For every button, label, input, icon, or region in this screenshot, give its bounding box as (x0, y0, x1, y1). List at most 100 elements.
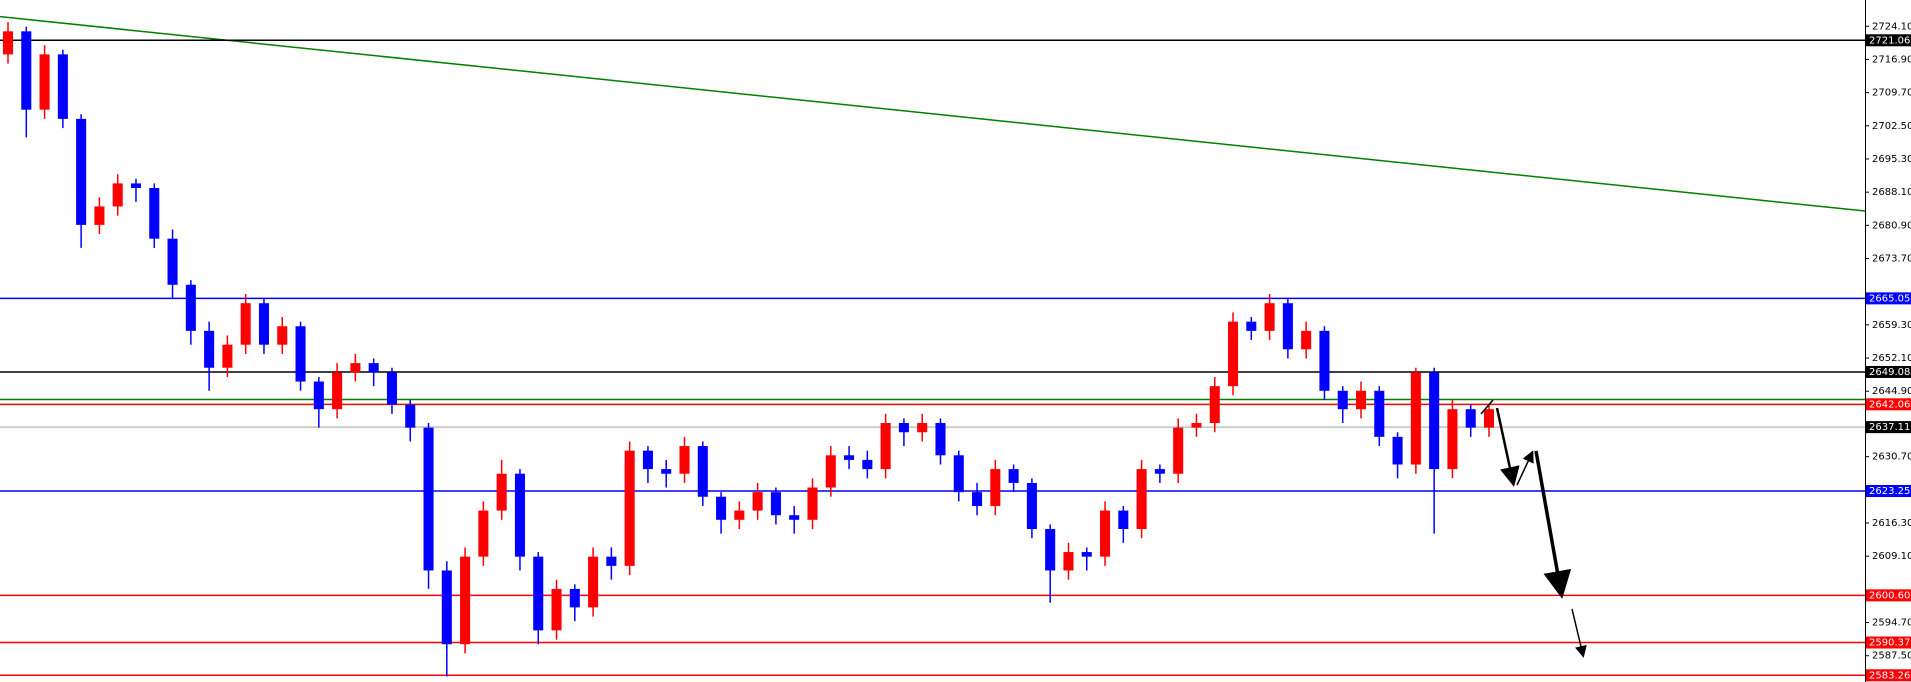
candle-body (185, 284, 196, 331)
candle-body (972, 492, 983, 506)
candle-body (441, 570, 452, 645)
candle-body (313, 381, 324, 410)
level-label: 2590.37 (1869, 638, 1910, 649)
candle-body (642, 450, 653, 470)
candle-body (21, 31, 32, 110)
candle-body (1337, 390, 1348, 410)
level-label: 2583.26 (1869, 670, 1910, 681)
level-label: 2600.60 (1869, 590, 1910, 601)
candle-body (533, 556, 544, 631)
candle-body (990, 469, 1001, 506)
level-label: 2649.08 (1869, 367, 1910, 378)
candle-body (588, 556, 599, 608)
level-label-bg (1866, 398, 1911, 411)
level-label-bg (1866, 669, 1911, 682)
candle-body (76, 118, 87, 225)
candle-body (1319, 330, 1330, 391)
candle-body (405, 404, 416, 428)
candle-body (368, 363, 379, 373)
candle-body (624, 450, 635, 566)
candle-body (1483, 409, 1495, 428)
arrow (1571, 608, 1587, 658)
candle-body (1209, 386, 1220, 424)
y-tick-label: 2616.30 (1872, 518, 1911, 529)
y-tick-label: 2587.50 (1872, 651, 1911, 662)
candle-body (112, 183, 123, 207)
candle-body (551, 588, 562, 631)
candle-body (57, 54, 68, 119)
y-tick-label: 2695.30 (1872, 154, 1911, 165)
level-label: 2623.25 (1869, 486, 1910, 497)
y-tick-label: 2630.70 (1872, 452, 1911, 463)
candle-body (1191, 423, 1202, 428)
candle-body (825, 455, 836, 488)
candle-body (130, 183, 142, 189)
forecast-arrows (1480, 399, 1587, 658)
y-tick-label: 2688.10 (1872, 187, 1911, 198)
candle-body (1008, 469, 1019, 483)
candle-body (39, 54, 50, 110)
candle-body (917, 423, 928, 433)
level-label-bg (1866, 636, 1911, 649)
candle-body (1264, 303, 1275, 331)
candle-body (277, 326, 288, 345)
candle-body (1026, 482, 1037, 530)
candle-body (1410, 372, 1421, 465)
candle-body (204, 330, 215, 368)
y-tick-label: 2594.70 (1872, 618, 1911, 629)
candle-body (661, 469, 672, 474)
candle-body (1227, 321, 1239, 387)
candle-body (898, 423, 909, 433)
candle-body (386, 372, 397, 405)
candle-body (716, 496, 727, 520)
candle-body (1154, 469, 1165, 474)
y-tick-label: 2609.10 (1872, 551, 1911, 562)
candle-body (1429, 372, 1440, 470)
level-label: 2721.06 (1869, 35, 1910, 46)
y-tick-label: 2702.50 (1872, 121, 1911, 132)
arrow (1516, 450, 1534, 486)
level-label-bg (1866, 365, 1911, 378)
arrow (1534, 450, 1572, 599)
level-label-bg (1866, 34, 1911, 47)
candle-body (514, 473, 525, 557)
y-tick-label: 2652.10 (1872, 353, 1911, 364)
y-tick-label: 2644.90 (1872, 386, 1911, 397)
candle-body (1392, 436, 1403, 465)
candle-body (953, 455, 964, 493)
candle-body (222, 344, 233, 368)
candle-body (697, 446, 708, 497)
candle-body (1173, 427, 1184, 474)
level-label-bg (1866, 292, 1911, 305)
candle-body (770, 492, 781, 516)
y-tick-label: 2709.70 (1872, 88, 1911, 99)
candle-body (460, 556, 471, 645)
candle-body (679, 446, 690, 474)
candle-body (496, 473, 507, 511)
y-tick-label: 2724.10 (1872, 21, 1911, 32)
candle-body (935, 423, 946, 456)
level-label: 2665.05 (1869, 293, 1910, 304)
candle-body (1465, 409, 1476, 428)
y-tick-label: 2716.90 (1872, 54, 1911, 65)
candle-body (1355, 390, 1367, 410)
candle-body (423, 427, 434, 571)
candle-body (149, 188, 160, 239)
candle-body (94, 206, 105, 225)
candle-body (478, 510, 489, 557)
candle-body (1118, 510, 1129, 530)
y-tick-label: 2673.70 (1872, 254, 1911, 265)
candle-body (295, 326, 306, 382)
candle-body (350, 363, 361, 373)
candle-body (734, 510, 745, 520)
candle-body (569, 588, 580, 608)
candle-body (332, 372, 343, 410)
level-label: 2642.06 (1869, 399, 1910, 410)
candle-body (2, 31, 14, 55)
level-label-bg (1866, 421, 1911, 434)
candle-body (807, 487, 818, 520)
candle-body (862, 459, 873, 470)
arrow (1495, 407, 1520, 487)
